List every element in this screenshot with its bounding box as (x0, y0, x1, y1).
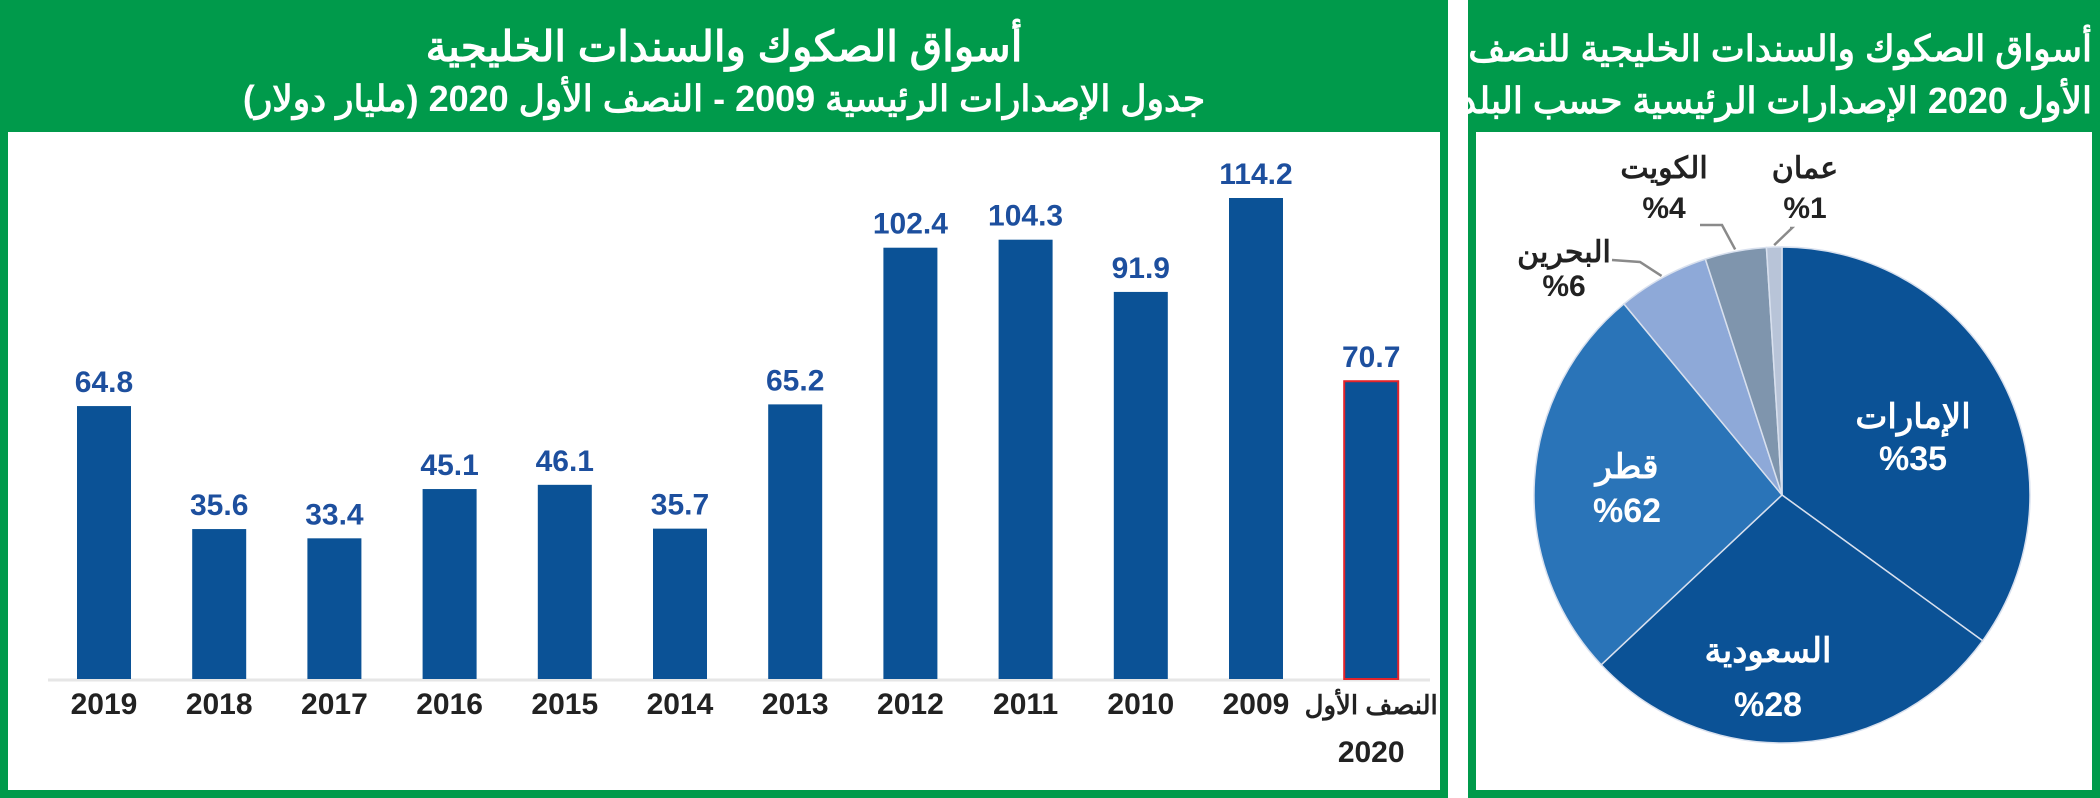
x-tick-label-11-line2: 2020 (1338, 736, 1405, 769)
x-tick-label-11: النصف الأول (1305, 688, 1438, 721)
bar-value-label-4: 46.1 (536, 445, 594, 478)
bar-value-label-0: 64.8 (75, 366, 133, 399)
bar-4 (537, 484, 592, 679)
x-tick-label-0: 2019 (71, 688, 138, 721)
bar-chart-header: أسواق الصكوك والسندات الخليجية جدول الإص… (8, 8, 1440, 132)
pie-label-3: البحرين (1517, 236, 1611, 270)
bar-9 (1113, 291, 1168, 679)
bar-chart-subtitle: جدول الإصدارات الرئيسية 2009 - النصف الأ… (242, 78, 1206, 119)
leader-line-4 (1700, 223, 1737, 251)
pie-value-label-1: %28 (1734, 686, 1802, 724)
bar-3 (422, 489, 477, 679)
pie-label-1: السعودية (1705, 632, 1832, 671)
bar-8 (998, 239, 1053, 680)
bar-value-label-3: 45.1 (420, 449, 478, 482)
pie-slice-0 (1781, 246, 2031, 642)
pie-slice-2 (1533, 302, 1784, 666)
leader-line-3 (1611, 258, 1663, 277)
x-tick-label-5: 2014 (647, 688, 714, 721)
bar-7 (883, 247, 938, 679)
pie-value-label-4: %4 (1642, 192, 1686, 225)
x-tick-label-4: 2015 (531, 688, 598, 721)
x-tick-label-8: 2011 (993, 688, 1058, 721)
bar-chart-title: أسواق الصكوك والسندات الخليجية (425, 23, 1023, 70)
bar-1 (192, 529, 247, 679)
bar-value-label-10: 114.2 (1219, 158, 1292, 191)
bar-value-label-5: 35.7 (651, 489, 709, 522)
bar-6 (768, 404, 823, 679)
bar-value-label-2: 33.4 (305, 498, 364, 531)
bar-value-label-11: 70.7 (1342, 341, 1400, 374)
bar-5 (653, 528, 707, 679)
pie-chart-title-line2: الأول 2020 الإصدارات الرئيسية حسب البلد (1460, 80, 2092, 121)
bar-value-label-6: 65.2 (766, 364, 824, 397)
bar-value-label-9: 91.9 (1112, 252, 1170, 285)
pie-label-4: الكويت (1620, 152, 1707, 186)
pie-value-label-3: %6 (1542, 270, 1585, 303)
bar-11 (1343, 380, 1400, 680)
x-tick-label-7: 2012 (877, 688, 944, 721)
pie-label-0: الإمارات (1855, 398, 1970, 437)
x-tick-label-6: 2013 (762, 688, 829, 721)
pie-label-2: قطر (1594, 448, 1659, 487)
pie-slice-1 (1600, 494, 1984, 744)
bar-value-label-7: 102.4 (873, 208, 948, 241)
x-tick-label-2: 2017 (301, 688, 368, 721)
bar-10 (1229, 198, 1283, 679)
bar-value-label-1: 35.6 (190, 489, 248, 522)
pie-slice-5 (1765, 246, 1783, 496)
x-tick-label-10: 2009 (1223, 688, 1290, 721)
x-tick-label-3: 2016 (416, 688, 483, 721)
pie-chart-header: أسواق الصكوك والسندات الخليجية للنصف الأ… (1460, 8, 2092, 132)
x-tick-label-1: 2018 (186, 688, 253, 721)
leader-line-5 (1773, 226, 1796, 247)
bar-value-label-8: 104.3 (988, 200, 1063, 233)
pie-value-label-2: %62 (1593, 492, 1661, 530)
x-tick-label-9: 2010 (1107, 688, 1174, 721)
bar-0 (77, 406, 131, 679)
pie-chart-title-line1: أسواق الصكوك والسندات الخليجية للنصف (1468, 28, 2092, 69)
pie-value-label-0: %35 (1879, 440, 1947, 478)
pie-value-label-5: %1 (1783, 192, 1826, 225)
bar-2 (307, 538, 362, 679)
pie-label-5: عمان (1772, 152, 1838, 185)
